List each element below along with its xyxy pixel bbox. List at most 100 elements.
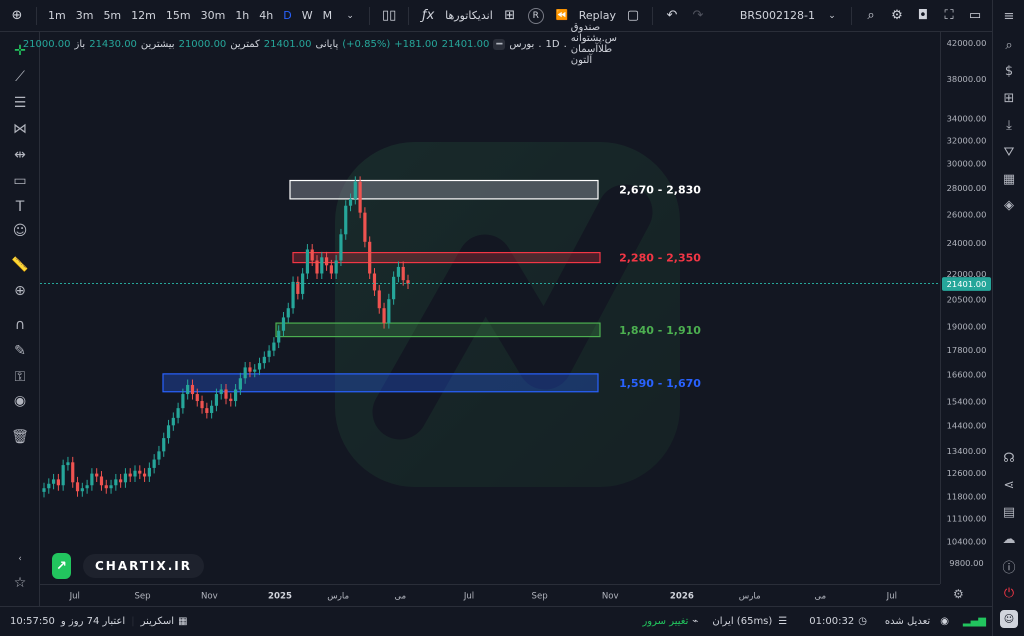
indicators-button[interactable]: اندیکاتورها — [445, 9, 493, 22]
timeframe-W[interactable]: W — [301, 9, 313, 22]
candle-body — [315, 260, 319, 274]
news-icon[interactable]: ▤ — [1002, 504, 1016, 520]
right-toolbar: ≡ ⌕ $ ⊞ ⤓ ⛛ ▦ ◈ ☊ ⋖ ▤ ☁ ⓘ ⏻ ☺ — [992, 0, 1024, 636]
avatar-icon[interactable]: ☺ — [1000, 610, 1018, 628]
symbol-name[interactable]: BRS002128-1 — [739, 9, 815, 22]
dollar-icon[interactable]: $ — [1004, 63, 1014, 79]
layout-icon[interactable]: ▭ — [968, 8, 982, 23]
chevron-left-icon[interactable]: ‹ — [18, 554, 22, 564]
candle-body — [210, 405, 214, 413]
timeframe-D[interactable]: D — [283, 9, 292, 22]
timeframe-15m[interactable]: 15m — [165, 9, 191, 22]
time-axis[interactable]: Jul Sep Nov 2025 مارس می Jul Sep Nov 2026 مارس می Ju… — [40, 584, 940, 606]
screener-button[interactable]: اسکرینر — [140, 616, 175, 627]
drawing-toolbar: ✛ ⟋ ☰ ⋈ ⇹ ▭ T ☺ 📏 ⊕ ∩ ✎ ⚿ ◉ 🗑 ‹ ☆ — [0, 32, 40, 606]
candle-body — [138, 470, 142, 474]
timeframe-5m[interactable]: 5m — [103, 9, 122, 22]
download-icon[interactable]: ⤓ — [1006, 117, 1012, 133]
search-zoom-icon[interactable]: ⌕ — [867, 8, 875, 23]
time-tick-label: می — [394, 591, 406, 601]
pattern-icon[interactable]: ⋈ — [13, 121, 27, 137]
signal-icon: ▂▄▆ — [962, 616, 986, 627]
candle-body — [104, 485, 108, 489]
add-symbol-icon[interactable]: ⊕ — [11, 8, 23, 23]
screener-icon[interactable]: ▦ — [178, 616, 188, 627]
calendar-icon[interactable]: ▦ — [1002, 171, 1016, 187]
candle-body — [372, 273, 377, 291]
lock-draw-icon[interactable]: ✎ — [14, 343, 26, 359]
r-badge-icon[interactable]: R — [527, 7, 544, 24]
chevron-down-icon[interactable]: ⌄ — [828, 10, 836, 21]
eye-icon[interactable]: ◉ — [940, 616, 949, 627]
emoji-icon[interactable]: ☺ — [12, 223, 28, 239]
timeframe-1m[interactable]: 1m — [48, 9, 66, 22]
legend-toggle-icon[interactable]: ━ — [493, 38, 506, 50]
chevron-down-icon[interactable]: ⌄ — [346, 10, 354, 21]
magnet-icon[interactable]: ∩ — [14, 317, 26, 333]
server-icon: ⌁ — [692, 616, 699, 627]
headset-icon[interactable]: ☊ — [1003, 450, 1015, 466]
replay-icon[interactable]: ⏪ — [555, 10, 568, 21]
timeframe-M[interactable]: M — [322, 9, 333, 22]
candle-body — [71, 462, 75, 483]
power-icon[interactable]: ⏻ — [1003, 585, 1015, 601]
layers-icon[interactable]: ◈ — [1004, 197, 1014, 213]
templates-icon[interactable]: ⊞ — [504, 8, 516, 23]
info-icon[interactable]: ⓘ — [1002, 560, 1016, 576]
eye-icon[interactable]: ◉ — [13, 393, 27, 409]
fib-icon[interactable]: ☰ — [13, 95, 27, 111]
zone-rectangle[interactable] — [292, 251, 601, 264]
candle-body — [166, 425, 171, 439]
candle-type-icon[interactable]: ▯▯ — [382, 8, 397, 23]
lock-icon[interactable]: ⚿ — [14, 369, 26, 385]
camera-icon[interactable]: ◘ — [917, 8, 929, 23]
price-tick-label: 38000.00 — [947, 74, 987, 84]
price-tick-label: 14400.00 — [947, 420, 987, 430]
star-icon[interactable]: ☆ — [13, 575, 27, 591]
fullscreen-icon[interactable]: ⛶ — [944, 8, 954, 23]
trash-icon[interactable]: 🗑 — [11, 429, 29, 445]
zone-rectangle[interactable] — [289, 179, 599, 200]
timeframe-1h[interactable]: 1h — [235, 9, 250, 22]
candle-body — [171, 417, 175, 426]
candle-body — [310, 249, 314, 261]
rectangle-icon[interactable]: ▭ — [13, 173, 27, 189]
price-tick-label: 30000.00 — [947, 158, 987, 168]
candle-body — [329, 265, 333, 274]
countdown-text: 01:00:32 — [809, 616, 855, 627]
timeframe-12m[interactable]: 12m — [131, 9, 156, 22]
timeframe-30m[interactable]: 30m — [200, 9, 226, 22]
adjusted-text[interactable]: تعدیل شده — [884, 616, 931, 627]
filter-icon[interactable]: ⛛ — [1003, 144, 1015, 160]
replay-button[interactable]: Replay — [578, 9, 616, 22]
undo-icon[interactable]: ↶ — [666, 8, 678, 23]
share-icon[interactable]: ⋖ — [1003, 477, 1015, 493]
add-icon[interactable]: ⊞ — [1003, 90, 1015, 106]
timeframe-3m[interactable]: 3m — [75, 9, 94, 22]
candle-body — [233, 389, 238, 402]
measure-icon[interactable]: ⇹ — [14, 147, 26, 163]
zone-rectangle[interactable] — [275, 322, 601, 338]
cross-icon[interactable]: ✛ — [14, 43, 26, 59]
time-tick-label: Jul — [886, 591, 897, 601]
zone-rectangle[interactable] — [162, 373, 599, 393]
zoom-icon[interactable]: ⊕ — [14, 283, 26, 299]
menu-icon[interactable]: ≡ — [1003, 8, 1015, 24]
window-icon[interactable]: ▢ — [626, 8, 640, 23]
cloud-icon[interactable]: ☁ — [1002, 531, 1016, 547]
trend-line-icon[interactable]: ⟋ — [15, 69, 25, 85]
time-tick-label: مارس — [327, 591, 349, 601]
fx-icon[interactable]: ƒx — [422, 8, 435, 23]
candle-body — [219, 389, 223, 395]
redo-icon[interactable]: ↷ — [692, 8, 704, 23]
price-axis[interactable]: 42000.00 38000.00 34000.00 32000.00 30000.00… — [940, 32, 992, 584]
ruler-icon[interactable]: 📏 — [11, 257, 29, 273]
candle-body — [368, 241, 372, 274]
timeframe-4h[interactable]: 4h — [259, 9, 274, 22]
text-icon[interactable]: T — [15, 199, 25, 215]
server-button[interactable]: تغییر سرور — [642, 616, 689, 627]
gear-icon[interactable]: ⚙ — [891, 8, 903, 23]
search-icon[interactable]: ⌕ — [1005, 37, 1013, 53]
price-chart[interactable]: 2,670 - 2,830 2,280 - 2,350 1,840 - 1,910 1… — [40, 32, 940, 584]
axis-settings-icon[interactable]: ⚙ — [953, 587, 964, 601]
